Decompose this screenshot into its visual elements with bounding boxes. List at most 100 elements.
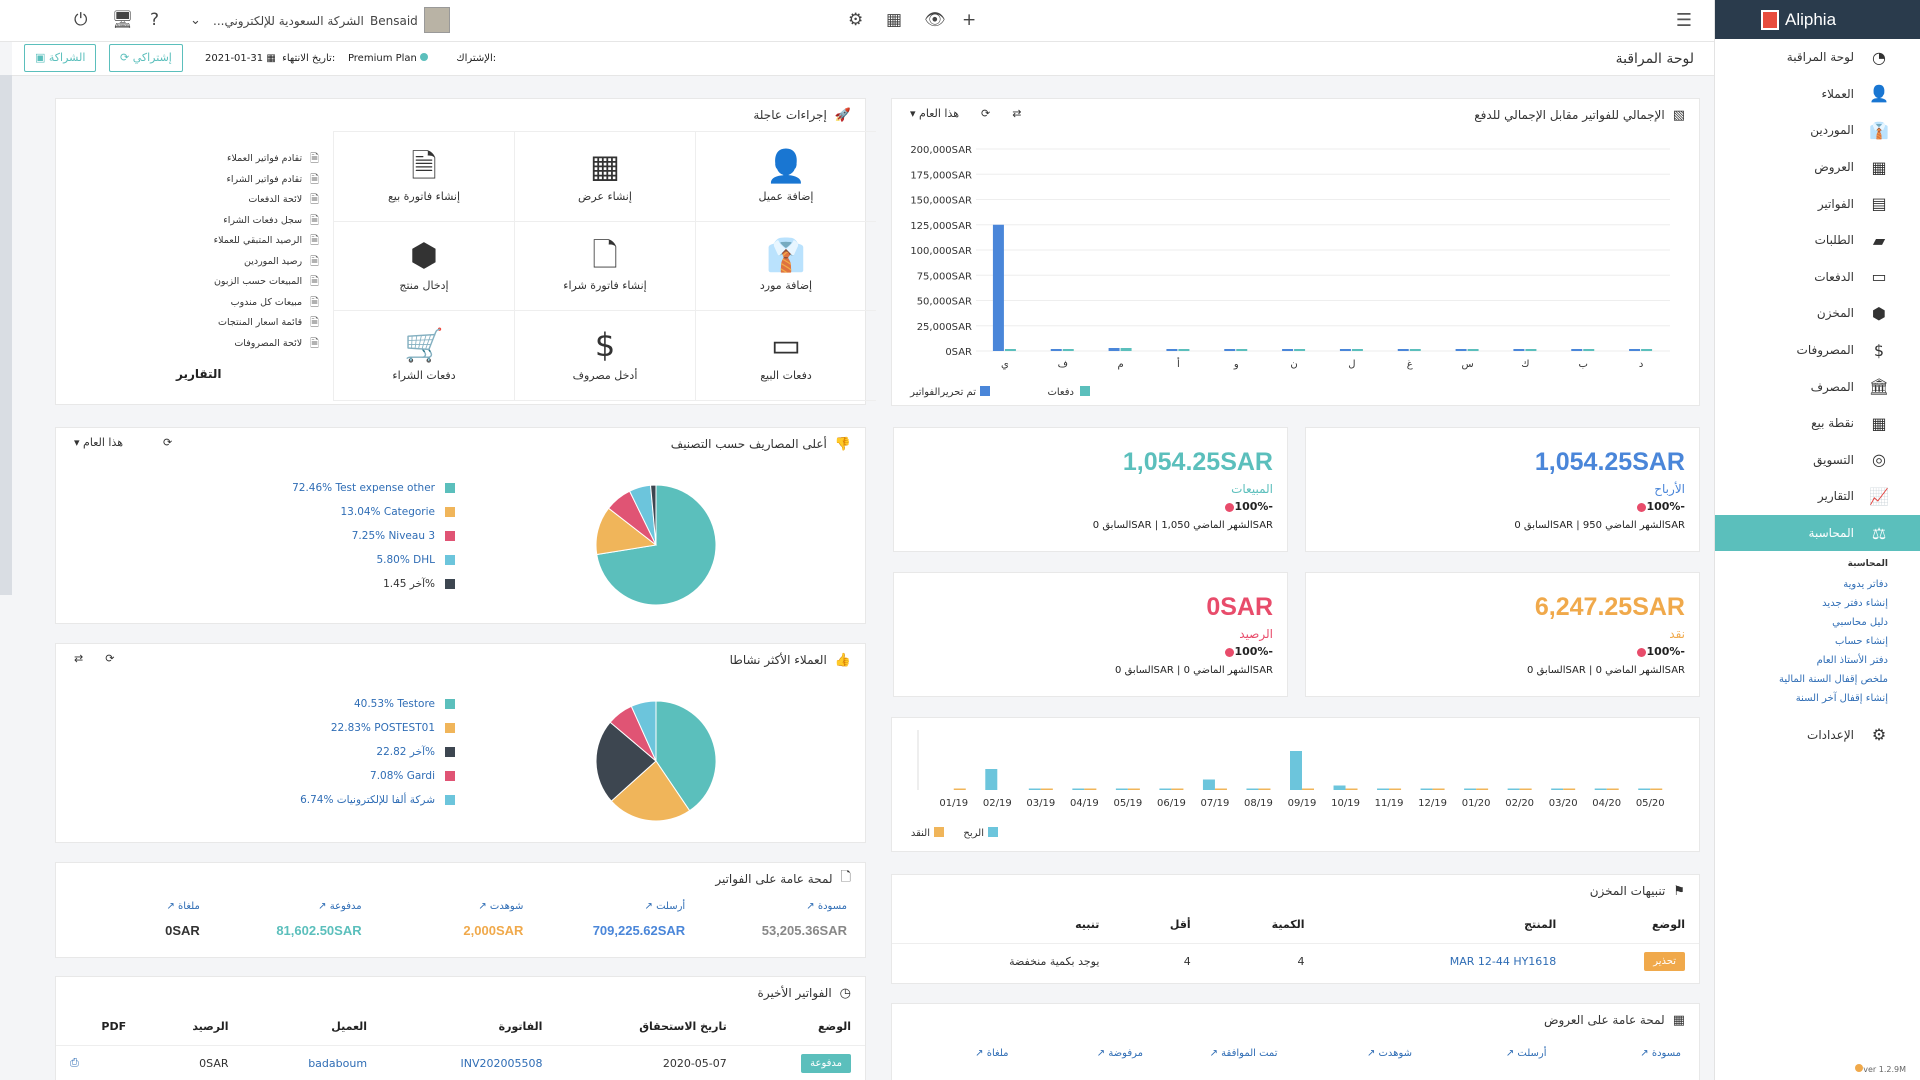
subnav-link[interactable]: دفتر الأستاذ العام (1816, 655, 1888, 667)
sidebar-item-box[interactable]: المخزن ⬢ (1715, 295, 1920, 332)
status-column[interactable]: مدفوعة ↗ 81,602.50SAR (218, 901, 380, 938)
x-tick-label: 06/19 (1157, 798, 1186, 809)
bar-paid (1467, 349, 1479, 351)
refresh-icon[interactable]: ⟳ (105, 652, 115, 665)
brand[interactable]: Aliphia (1715, 0, 1920, 39)
refresh-icon[interactable]: ⟳ (163, 436, 173, 449)
legend-label: دفعات (1047, 387, 1074, 398)
company-selector[interactable]: الشركة السعودية للإلكتروني... (213, 14, 364, 28)
refresh-icon[interactable]: ⟳ (981, 107, 991, 120)
sidebar-item-calculator[interactable]: العروض ▦ (1715, 149, 1920, 186)
invoice-link[interactable]: INV202005508 (460, 1056, 543, 1070)
quote-status-label[interactable]: أرسلت ↗ (1430, 1048, 1565, 1070)
help-icon[interactable]: ? (150, 10, 160, 30)
monitor-icon[interactable]: 🖥 (112, 10, 134, 30)
report-link[interactable]: رصيد الموردين 🗎 (56, 252, 319, 273)
client-link[interactable]: badaboum (308, 1056, 368, 1070)
plus-icon[interactable]: + (962, 10, 977, 30)
subnav-link[interactable]: دليل محاسبي (1832, 617, 1888, 629)
sidebar-item-dollar[interactable]: المصروفات $ (1715, 332, 1920, 369)
column-header[interactable]: المنتج (1524, 918, 1557, 932)
report-link[interactable]: لائحة الدفعات 🗎 (56, 190, 319, 211)
quick-action-dollar-circle[interactable]: $ أدخل مصروف (514, 311, 695, 401)
column-header[interactable]: PDF (101, 1020, 127, 1034)
subnav-link[interactable]: دفاتر يدوية (1843, 579, 1888, 591)
quick-action-purchase-invoice[interactable]: 🗋 إنشاء فاتورة شراء (514, 221, 695, 312)
sidebar-item-briefcase[interactable]: الطلبات ▰ (1715, 222, 1920, 259)
column-header[interactable]: الكمية (1271, 918, 1305, 932)
period-dropdown[interactable]: ▾ هذا العام (910, 107, 959, 120)
status-column[interactable]: مسودة ↗ 53,205.36SAR (703, 901, 865, 938)
sidebar-item-credit-card[interactable]: الدفعات ▭ (1715, 259, 1920, 296)
quick-action-credit-card[interactable]: ▭ دفعات البيع (695, 311, 876, 401)
sidebar-item-user[interactable]: العملاء 👤 (1715, 76, 1920, 113)
table-row[interactable]: تحذير MAR 12-44 HY1618 4 4 يوجد بكمية منخفضة (892, 942, 1699, 979)
column-header[interactable]: الوضع (818, 1020, 851, 1034)
sidebar-item-dashboard[interactable]: لوحة المراقبة ◔ (1715, 39, 1920, 76)
column-header[interactable]: الوضع (1652, 918, 1685, 932)
sidebar-item-chart[interactable]: التقارير 📈 (1715, 478, 1920, 515)
report-link[interactable]: المبيعات حسب الزبون 🗎 (56, 272, 319, 293)
menu-toggle-icon[interactable]: ☰ (1675, 10, 1692, 31)
quote-status-label[interactable]: تمت الموافقة ↗ (1161, 1048, 1296, 1070)
subscribe-button[interactable]: ⟳ إشتراكي (109, 44, 183, 72)
gear-icon[interactable]: ⚙ (848, 10, 864, 30)
quote-status-label[interactable]: مسودة ↗ (1565, 1048, 1700, 1070)
down-icon (1225, 502, 1235, 512)
swap-icon[interactable]: ⇄ (1012, 107, 1022, 120)
subnav-link[interactable]: إنشاء إقفال آخر السنة (1795, 693, 1888, 705)
column-header[interactable]: العميل (331, 1020, 368, 1034)
quote-status-label[interactable]: مرفوضة ↗ (1027, 1048, 1162, 1070)
quote-status-label[interactable]: شوهدت ↗ (1296, 1048, 1431, 1070)
quick-action-calculator[interactable]: ▦ إنشاء عرض (514, 132, 695, 222)
status-column[interactable]: شوهدت ↗ 2,000SAR (380, 901, 542, 938)
quick-action-cart[interactable]: 🛒 دفعات الشراء (333, 311, 514, 401)
buy-button[interactable]: ▣ الشراكة (24, 44, 97, 72)
sidebar-item-file[interactable]: الفواتير ▤ (1715, 185, 1920, 222)
column-header[interactable]: الرصيد (192, 1020, 229, 1034)
sidebar-item-settings[interactable]: الإعدادات ⚙ (1715, 716, 1920, 753)
report-link[interactable]: مبيعات كل مندوب 🗎 (56, 293, 319, 314)
layout-icon[interactable]: ▦ (886, 10, 903, 30)
quick-action-box[interactable]: ⬢ إدخال منتج (333, 221, 514, 312)
table-row[interactable]: مدفوعة 2020-05-07 INV202005508 badaboum 0SAR… (56, 1044, 865, 1080)
quote-status-label[interactable]: ملغاة ↗ (892, 1048, 1027, 1070)
sidebar-item-balance[interactable]: المحاسبة ⚖ (1715, 514, 1920, 552)
status-column[interactable]: ملغاة ↗ 0SAR (56, 901, 218, 938)
report-link[interactable]: تقادم فواتير الشراء 🗎 (56, 170, 319, 191)
invoices-chart-panel: الإجمالي للفواتير مقابل الإجمالي للدفع ▧… (891, 98, 1700, 406)
quick-action-supplier[interactable]: 👔 إضافة مورد (695, 221, 876, 312)
report-link[interactable]: لائحة المصروفات 🗎 (56, 334, 319, 355)
subnav-link[interactable]: إنشاء حساب (1835, 636, 1888, 648)
report-link[interactable]: سجل دفعات الشراء 🗎 (56, 211, 319, 232)
avatar[interactable] (424, 7, 450, 33)
swap-icon[interactable]: ⇄ (74, 652, 84, 665)
sidebar-item-bank[interactable]: المصرف 🏛 (1715, 368, 1920, 405)
sidebar-item-pos[interactable]: نقطة بيع ▦ (1715, 405, 1920, 442)
x-tick-label: 07/19 (1201, 798, 1230, 809)
subnav-link[interactable]: ملخص إقفال السنة المالية (1778, 674, 1888, 686)
quick-action-user[interactable]: 👤 إضافة عميل (695, 132, 876, 222)
left-scroll-strip[interactable] (0, 75, 12, 595)
power-icon[interactable]: ⏻ (74, 10, 88, 30)
product-link[interactable]: MAR 12-44 HY1618 (1449, 954, 1557, 968)
status-column[interactable]: أرسلت ↗ 709,225.62SAR (541, 901, 703, 938)
legend-item: آخر 22.82% (300, 744, 455, 759)
eye-icon[interactable]: 👁 (924, 10, 946, 30)
sidebar-item-supplier[interactable]: الموردين 👔 (1715, 112, 1920, 149)
pos-icon: ▦ (1871, 413, 1887, 433)
column-header[interactable]: الفاتورة (498, 1020, 543, 1034)
chevron-down-icon[interactable]: ⌄ (190, 13, 201, 28)
sidebar-item-target[interactable]: التسويق ◎ (1715, 442, 1920, 479)
subnav-link[interactable]: إنشاء دفتر جديد (1822, 598, 1888, 610)
report-link[interactable]: قائمة اسعار المنتجات 🗎 (56, 313, 319, 334)
username[interactable]: Bensaid (370, 14, 418, 28)
column-header[interactable]: تنبيه (1075, 918, 1100, 932)
column-header[interactable]: تاريخ الاستحقاق (639, 1020, 727, 1034)
report-link[interactable]: تقادم فواتير العملاء 🗎 (56, 149, 319, 170)
report-link[interactable]: الرصيد المتبقي للعملاء 🗎 (56, 231, 319, 252)
print-icon[interactable]: ⎙ (70, 1056, 79, 1070)
column-header[interactable]: أقل (1169, 918, 1191, 932)
period-dropdown[interactable]: ▾ هذا العام (74, 436, 123, 449)
quick-action-invoice[interactable]: 🗎 إنشاء فاتورة بيع (333, 132, 514, 222)
